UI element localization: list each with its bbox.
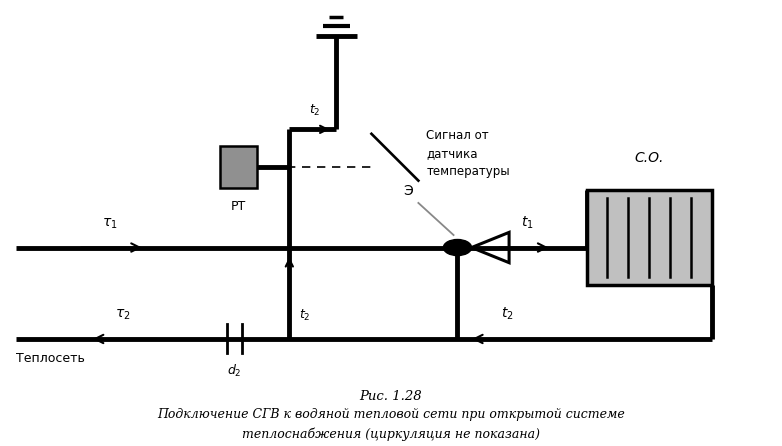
Bar bbox=[220, 146, 257, 188]
Text: $t_2$: $t_2$ bbox=[501, 306, 514, 322]
Text: С.О.: С.О. bbox=[634, 151, 664, 165]
Text: Подключение СГВ к водяной тепловой сети при открытой системе: Подключение СГВ к водяной тепловой сети … bbox=[157, 408, 625, 421]
Text: $\tau_2$: $\tau_2$ bbox=[115, 308, 131, 322]
Text: $d_2$: $d_2$ bbox=[228, 363, 242, 380]
Bar bbox=[586, 190, 712, 285]
Circle shape bbox=[443, 240, 472, 256]
Text: Рис. 1.28: Рис. 1.28 bbox=[360, 390, 422, 403]
Text: Э: Э bbox=[403, 185, 412, 198]
Text: $t_2$: $t_2$ bbox=[309, 103, 321, 118]
Text: РТ: РТ bbox=[231, 200, 246, 213]
Text: $\tau_1$: $\tau_1$ bbox=[102, 216, 117, 231]
Text: теплоснабжения (циркуляция не показана): теплоснабжения (циркуляция не показана) bbox=[242, 427, 540, 441]
Text: Сигнал от
датчика
температуры: Сигнал от датчика температуры bbox=[426, 129, 510, 178]
Text: $t_2$: $t_2$ bbox=[299, 308, 310, 323]
Text: Теплосеть: Теплосеть bbox=[16, 352, 84, 365]
Text: $t_1$: $t_1$ bbox=[521, 214, 533, 231]
